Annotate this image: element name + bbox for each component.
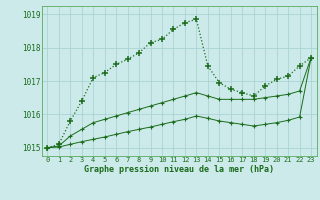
X-axis label: Graphe pression niveau de la mer (hPa): Graphe pression niveau de la mer (hPa) — [84, 165, 274, 174]
